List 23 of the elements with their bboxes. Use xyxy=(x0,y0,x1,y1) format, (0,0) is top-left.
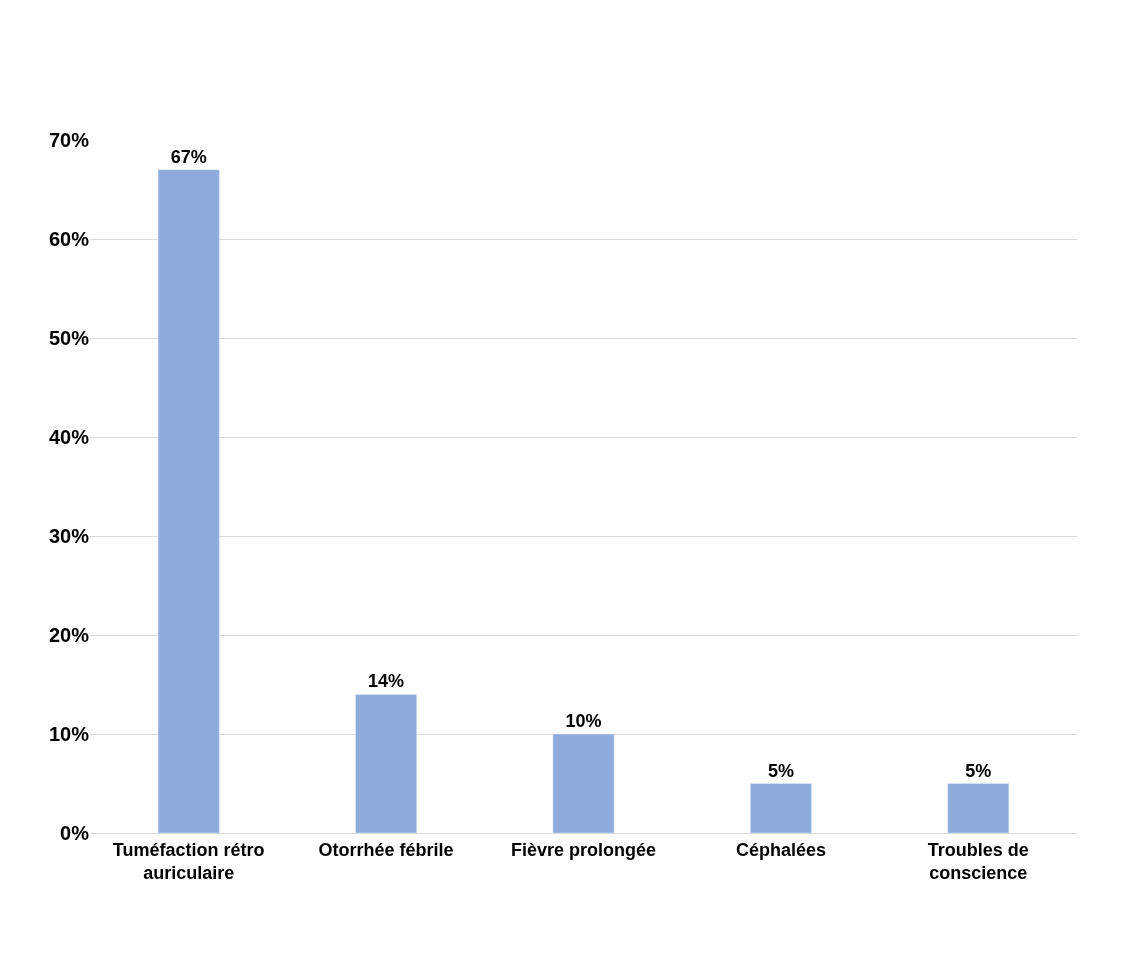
y-tick-label: 40% xyxy=(48,426,90,448)
y-tick-label: 0% xyxy=(60,822,90,844)
y-tick-label: 20% xyxy=(48,624,90,646)
bar xyxy=(947,783,1010,833)
data-label: 10% xyxy=(565,711,602,731)
x-tick-label: Tuméfaction rétro auriculaire xyxy=(112,839,265,883)
data-label: 5% xyxy=(965,760,992,781)
bar xyxy=(157,169,220,833)
bar xyxy=(750,783,812,833)
data-label: 14% xyxy=(368,671,405,692)
x-tick-label: Otorrhée fébrile xyxy=(318,839,454,860)
x-tick-label: Céphalées xyxy=(735,839,826,860)
y-tick-label: 30% xyxy=(48,525,90,547)
x-tick-label: Fièvre prolongée xyxy=(510,839,657,860)
x-tick-label: Troubles de conscience xyxy=(927,839,1029,883)
data-label: 67% xyxy=(170,146,207,167)
y-tick-label: 10% xyxy=(48,723,90,745)
data-label: 5% xyxy=(767,760,794,781)
y-tick-label: 50% xyxy=(48,327,90,349)
y-tick-label: 70% xyxy=(48,129,90,151)
y-tick-label: 60% xyxy=(48,228,90,250)
bar xyxy=(552,733,615,833)
bar xyxy=(355,694,417,833)
